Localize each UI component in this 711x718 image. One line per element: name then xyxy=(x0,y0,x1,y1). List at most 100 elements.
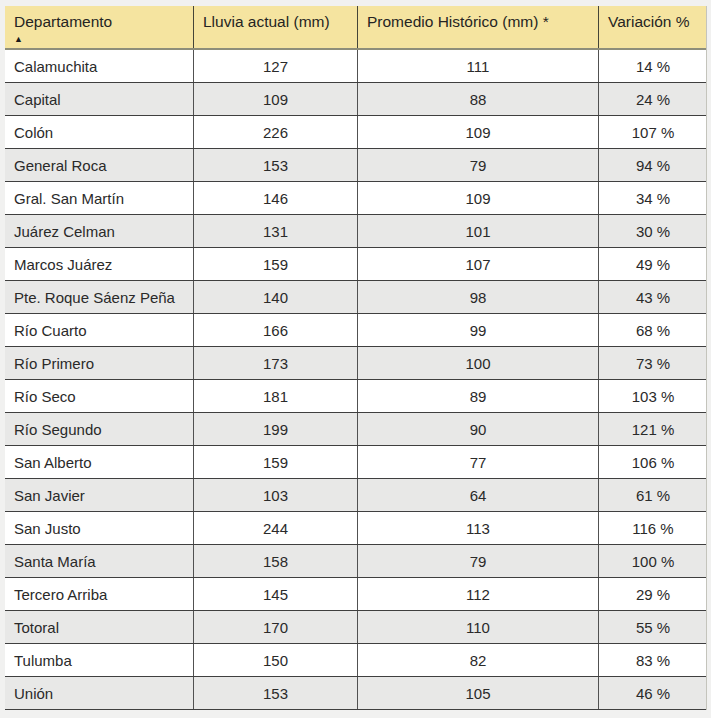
cell-lluvia-actual[interactable]: 170 xyxy=(193,611,357,643)
cell-promedio-historico[interactable]: 113 xyxy=(357,512,598,544)
table-row[interactable]: Santa María 158 79 100 % xyxy=(5,545,706,578)
table-row[interactable]: Tercero Arriba 145 112 29 % xyxy=(5,578,706,611)
cell-variacion[interactable]: 73 % xyxy=(598,347,707,379)
cell-departamento[interactable]: Capital xyxy=(5,83,193,115)
column-header-lluvia-actual[interactable]: Lluvia actual (mm) xyxy=(193,6,357,48)
cell-lluvia-actual[interactable]: 150 xyxy=(193,644,357,676)
cell-promedio-historico[interactable]: 100 xyxy=(357,347,598,379)
cell-departamento[interactable]: Totoral xyxy=(5,611,193,643)
table-row[interactable]: San Alberto 159 77 106 % xyxy=(5,446,706,479)
table-row[interactable]: Río Primero 173 100 73 % xyxy=(5,347,706,380)
cell-promedio-historico[interactable]: 88 xyxy=(357,83,598,115)
table-row[interactable]: Unión 153 105 46 % xyxy=(5,677,706,710)
table-row[interactable]: Totoral 170 110 55 % xyxy=(5,611,706,644)
cell-departamento[interactable]: General Roca xyxy=(5,149,193,181)
cell-promedio-historico[interactable]: 89 xyxy=(357,380,598,412)
table-row[interactable]: Juárez Celman 131 101 30 % xyxy=(5,215,706,248)
cell-promedio-historico[interactable]: 90 xyxy=(357,413,598,445)
cell-promedio-historico[interactable]: 107 xyxy=(357,248,598,280)
table-row[interactable]: Tulumba 150 82 83 % xyxy=(5,644,706,677)
cell-departamento[interactable]: Juárez Celman xyxy=(5,215,193,247)
cell-departamento[interactable]: San Justo xyxy=(5,512,193,544)
cell-promedio-historico[interactable]: 105 xyxy=(357,677,598,709)
cell-promedio-historico[interactable]: 79 xyxy=(357,149,598,181)
column-header-variacion[interactable]: Variación % xyxy=(598,6,707,48)
column-header-promedio-historico[interactable]: Promedio Histórico (mm) * xyxy=(357,6,598,48)
cell-promedio-historico[interactable]: 99 xyxy=(357,314,598,346)
cell-departamento[interactable]: Río Seco xyxy=(5,380,193,412)
cell-variacion[interactable]: 24 % xyxy=(598,83,707,115)
cell-promedio-historico[interactable]: 64 xyxy=(357,479,598,511)
cell-variacion[interactable]: 68 % xyxy=(598,314,707,346)
cell-lluvia-actual[interactable]: 145 xyxy=(193,578,357,610)
cell-lluvia-actual[interactable]: 158 xyxy=(193,545,357,577)
cell-lluvia-actual[interactable]: 146 xyxy=(193,182,357,214)
cell-departamento[interactable]: Tulumba xyxy=(5,644,193,676)
table-row[interactable]: San Justo 244 113 116 % xyxy=(5,512,706,545)
cell-departamento[interactable]: Santa María xyxy=(5,545,193,577)
cell-departamento[interactable]: Río Primero xyxy=(5,347,193,379)
cell-lluvia-actual[interactable]: 199 xyxy=(193,413,357,445)
cell-promedio-historico[interactable]: 109 xyxy=(357,182,598,214)
cell-departamento[interactable]: Tercero Arriba xyxy=(5,578,193,610)
cell-lluvia-actual[interactable]: 226 xyxy=(193,116,357,148)
cell-variacion[interactable]: 116 % xyxy=(598,512,707,544)
cell-lluvia-actual[interactable]: 127 xyxy=(193,50,357,82)
table-row[interactable]: Gral. San Martín 146 109 34 % xyxy=(5,182,706,215)
cell-departamento[interactable]: Calamuchita xyxy=(5,50,193,82)
table-row[interactable]: Calamuchita 127 111 14 % xyxy=(5,50,706,83)
cell-promedio-historico[interactable]: 111 xyxy=(357,50,598,82)
cell-variacion[interactable]: 34 % xyxy=(598,182,707,214)
cell-lluvia-actual[interactable]: 153 xyxy=(193,677,357,709)
cell-variacion[interactable]: 94 % xyxy=(598,149,707,181)
cell-variacion[interactable]: 55 % xyxy=(598,611,707,643)
table-row[interactable]: Colón 226 109 107 % xyxy=(5,116,706,149)
table-row[interactable]: Pte. Roque Sáenz Peña 140 98 43 % xyxy=(5,281,706,314)
cell-variacion[interactable]: 46 % xyxy=(598,677,707,709)
table-row[interactable]: Capital 109 88 24 % xyxy=(5,83,706,116)
cell-departamento[interactable]: Río Cuarto xyxy=(5,314,193,346)
cell-lluvia-actual[interactable]: 131 xyxy=(193,215,357,247)
cell-variacion[interactable]: 49 % xyxy=(598,248,707,280)
cell-variacion[interactable]: 107 % xyxy=(598,116,707,148)
cell-departamento[interactable]: Río Segundo xyxy=(5,413,193,445)
table-row[interactable]: General Roca 153 79 94 % xyxy=(5,149,706,182)
cell-promedio-historico[interactable]: 112 xyxy=(357,578,598,610)
cell-promedio-historico[interactable]: 82 xyxy=(357,644,598,676)
cell-variacion[interactable]: 14 % xyxy=(598,50,707,82)
cell-promedio-historico[interactable]: 77 xyxy=(357,446,598,478)
cell-lluvia-actual[interactable]: 166 xyxy=(193,314,357,346)
cell-variacion[interactable]: 43 % xyxy=(598,281,707,313)
cell-lluvia-actual[interactable]: 181 xyxy=(193,380,357,412)
cell-departamento[interactable]: Gral. San Martín xyxy=(5,182,193,214)
cell-variacion[interactable]: 103 % xyxy=(598,380,707,412)
cell-variacion[interactable]: 121 % xyxy=(598,413,707,445)
cell-departamento[interactable]: Marcos Juárez xyxy=(5,248,193,280)
cell-lluvia-actual[interactable]: 140 xyxy=(193,281,357,313)
cell-variacion[interactable]: 100 % xyxy=(598,545,707,577)
cell-promedio-historico[interactable]: 79 xyxy=(357,545,598,577)
table-row[interactable]: Río Seco 181 89 103 % xyxy=(5,380,706,413)
cell-variacion[interactable]: 83 % xyxy=(598,644,707,676)
cell-promedio-historico[interactable]: 101 xyxy=(357,215,598,247)
cell-variacion[interactable]: 106 % xyxy=(598,446,707,478)
cell-variacion[interactable]: 30 % xyxy=(598,215,707,247)
cell-departamento[interactable]: Unión xyxy=(5,677,193,709)
cell-promedio-historico[interactable]: 109 xyxy=(357,116,598,148)
cell-lluvia-actual[interactable]: 109 xyxy=(193,83,357,115)
cell-departamento[interactable]: Colón xyxy=(5,116,193,148)
cell-departamento[interactable]: San Javier xyxy=(5,479,193,511)
cell-lluvia-actual[interactable]: 153 xyxy=(193,149,357,181)
cell-promedio-historico[interactable]: 110 xyxy=(357,611,598,643)
table-row[interactable]: Río Segundo 199 90 121 % xyxy=(5,413,706,446)
cell-lluvia-actual[interactable]: 173 xyxy=(193,347,357,379)
cell-lluvia-actual[interactable]: 244 xyxy=(193,512,357,544)
cell-lluvia-actual[interactable]: 103 xyxy=(193,479,357,511)
table-row[interactable]: Marcos Juárez 159 107 49 % xyxy=(5,248,706,281)
table-row[interactable]: San Javier 103 64 61 % xyxy=(5,479,706,512)
cell-variacion[interactable]: 29 % xyxy=(598,578,707,610)
cell-departamento[interactable]: San Alberto xyxy=(5,446,193,478)
cell-departamento[interactable]: Pte. Roque Sáenz Peña xyxy=(5,281,193,313)
table-row[interactable]: Río Cuarto 166 99 68 % xyxy=(5,314,706,347)
column-header-departamento[interactable]: Departamento ▲ xyxy=(5,6,193,48)
